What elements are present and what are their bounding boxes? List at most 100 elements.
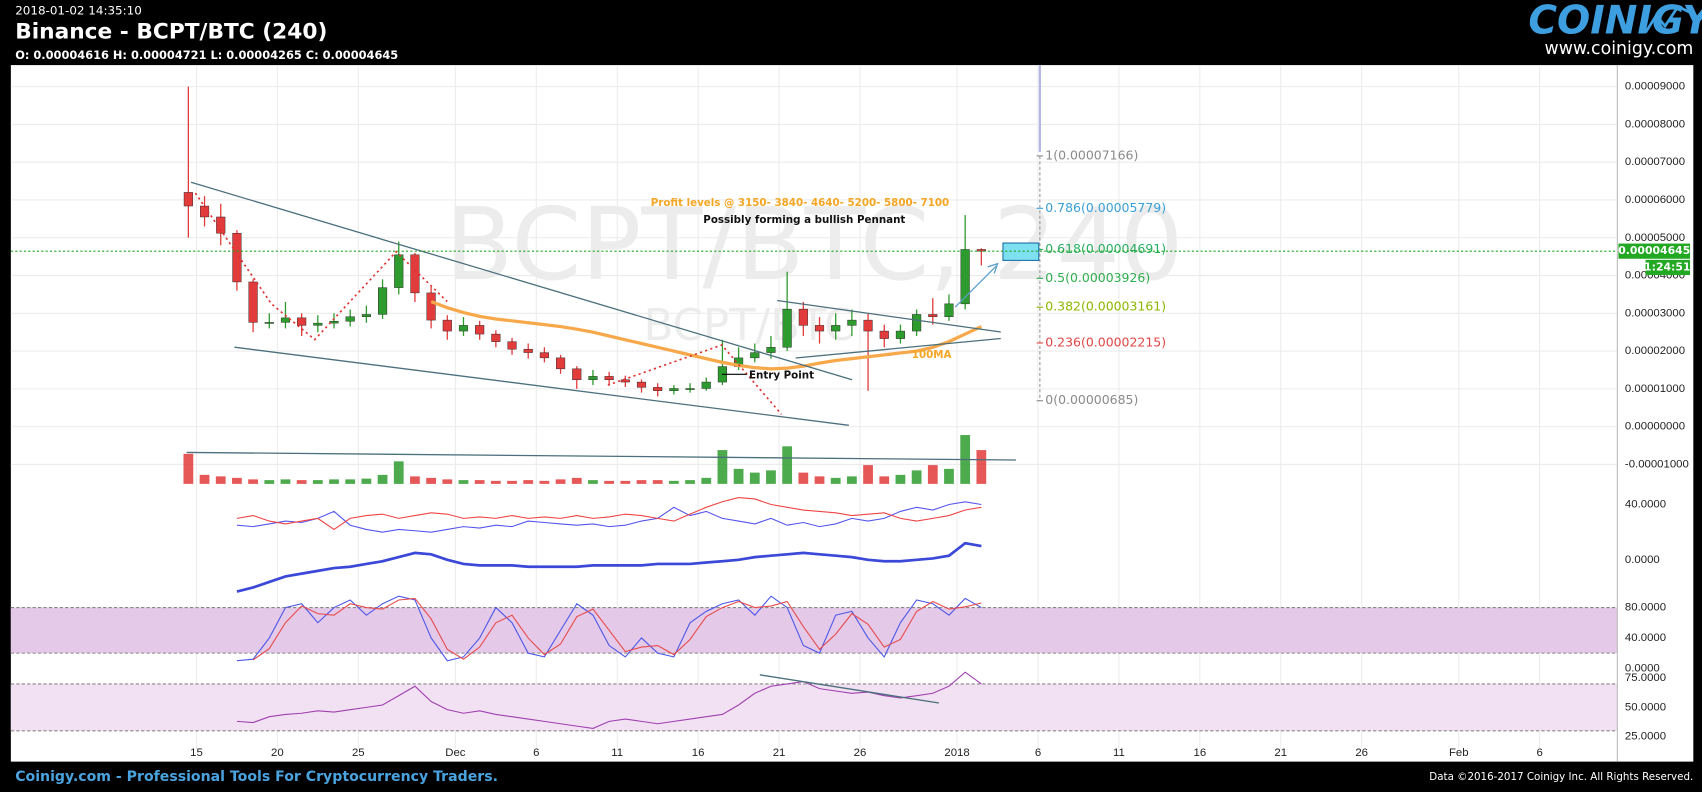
x-tick-label: 21 <box>773 747 786 759</box>
candle-body <box>297 317 307 326</box>
trend-line <box>234 346 849 426</box>
y-tick-label: 0.00003000 <box>1625 307 1685 319</box>
y-tick-label: 0.00002000 <box>1625 345 1685 357</box>
candle-body <box>329 321 339 324</box>
candle-body <box>394 254 404 288</box>
candle-body <box>523 348 533 353</box>
x-tick-label: 25 <box>352 747 365 759</box>
x-tick-label: 6 <box>1537 747 1543 759</box>
volume-bar <box>588 480 598 484</box>
x-tick-label: 20 <box>271 747 284 759</box>
y-tick-label: 0.00006000 <box>1625 194 1685 206</box>
trend-line <box>795 337 1001 359</box>
top-layer: 15 20 25 Dec 6 11 16 21 26 2018 6 11 16 21 26 Feb 6 0.000… <box>10 81 1691 759</box>
y-tick-label: 0.00000000 <box>1625 421 1685 433</box>
x-tick-label: 26 <box>854 747 867 759</box>
fib-label: 1(0.00007166) <box>1045 147 1138 162</box>
annotation: Entry Point <box>749 369 814 381</box>
volume-bar <box>539 480 550 484</box>
x-tick-label: 15 <box>190 747 203 759</box>
x-tick-label: Feb <box>1449 747 1469 759</box>
series-line <box>236 501 982 533</box>
candle-body <box>248 281 258 323</box>
volume-bar <box>507 480 517 484</box>
target-box <box>1002 242 1040 261</box>
x-tick-label: 11 <box>611 747 623 759</box>
watermark: BCPT/BTC, 240 <box>445 186 1184 303</box>
trend-lines <box>186 181 1016 704</box>
zigzag <box>607 344 783 415</box>
volume-bar <box>830 477 841 484</box>
series-line <box>236 671 982 729</box>
grid-layer <box>10 65 1618 749</box>
last-price-label: 0.00004645 <box>1618 244 1690 257</box>
band <box>10 607 1618 654</box>
volume-bar <box>215 476 226 484</box>
candle-body <box>475 325 485 335</box>
volume-bar <box>863 465 873 484</box>
series-label: 100MA <box>912 349 952 361</box>
x-tick-label: 16 <box>692 747 705 759</box>
candle-body <box>442 319 452 332</box>
fib-label: 0.618(0.00004691) <box>1045 241 1166 256</box>
candle-body <box>912 314 922 332</box>
y-tick-label: 0.00004000 <box>1625 270 1685 282</box>
logo: COINIGY <box>1528 0 1702 43</box>
candle-body <box>976 249 986 252</box>
y-tick-label: 50.0000 <box>1625 701 1666 713</box>
candle-body <box>604 376 614 381</box>
volume-bar <box>798 472 809 484</box>
trend-line <box>777 299 1001 333</box>
volume-bar <box>701 477 712 484</box>
candle-body <box>863 319 873 332</box>
candle-body <box>588 376 598 381</box>
candle-body <box>620 379 630 383</box>
x-tick-label: 2018 <box>944 747 969 759</box>
candle-body <box>653 387 663 391</box>
volume-bar <box>555 479 566 484</box>
volume-bar <box>636 480 647 484</box>
candle-body <box>685 388 695 390</box>
x-tick-label: 6 <box>1035 747 1041 759</box>
volume-bar <box>377 474 388 484</box>
fib-label: 0.382(0.00003161) <box>1045 299 1166 314</box>
datetime: 2018-01-02 14:35:10 <box>15 3 142 17</box>
candle-body <box>847 319 857 326</box>
series-line <box>252 597 982 661</box>
footer-tagline: Coinigy.com - Professional Tools For Cry… <box>15 769 498 785</box>
candle-body <box>669 388 679 391</box>
x-tick-label: 26 <box>1355 747 1368 759</box>
volume-bar <box>410 476 420 484</box>
y-tick-label: 40.0000 <box>1625 632 1666 644</box>
series-line <box>236 541 982 593</box>
candle-body <box>750 352 760 359</box>
countdown-box <box>1645 259 1691 276</box>
candle-body <box>507 341 517 350</box>
candle-body <box>944 303 954 317</box>
volume-bar <box>296 480 307 484</box>
volume-bar <box>442 479 453 484</box>
volume-bar <box>976 450 987 484</box>
candle-body <box>814 325 825 332</box>
footer-copyright: Data ©2016-2017 Coinigy Inc. All Rights … <box>1429 771 1693 783</box>
volume-bar <box>264 480 275 484</box>
volume-bar <box>280 479 291 484</box>
volume-bar <box>345 479 356 484</box>
candle-body <box>491 333 501 342</box>
y-tick-label: 0.0000 <box>1625 662 1660 674</box>
volume-bar <box>458 480 469 484</box>
y-tick-label: 0.00001000 <box>1625 383 1685 395</box>
candle-body <box>636 381 647 388</box>
trend-line <box>186 451 1016 461</box>
y-tick-label: 0.00005000 <box>1625 232 1685 244</box>
annotation: Possibly forming a bullish Pennant <box>703 214 905 226</box>
volume-bar <box>232 477 242 484</box>
zigzag <box>194 192 448 341</box>
plot-area <box>10 65 1694 762</box>
marks-layer <box>183 86 1044 729</box>
volume-bar <box>879 476 890 484</box>
volume-bar <box>312 480 323 484</box>
y-tick-label: 75.0000 <box>1625 672 1666 684</box>
y-tick-label: 25.0000 <box>1625 731 1666 743</box>
